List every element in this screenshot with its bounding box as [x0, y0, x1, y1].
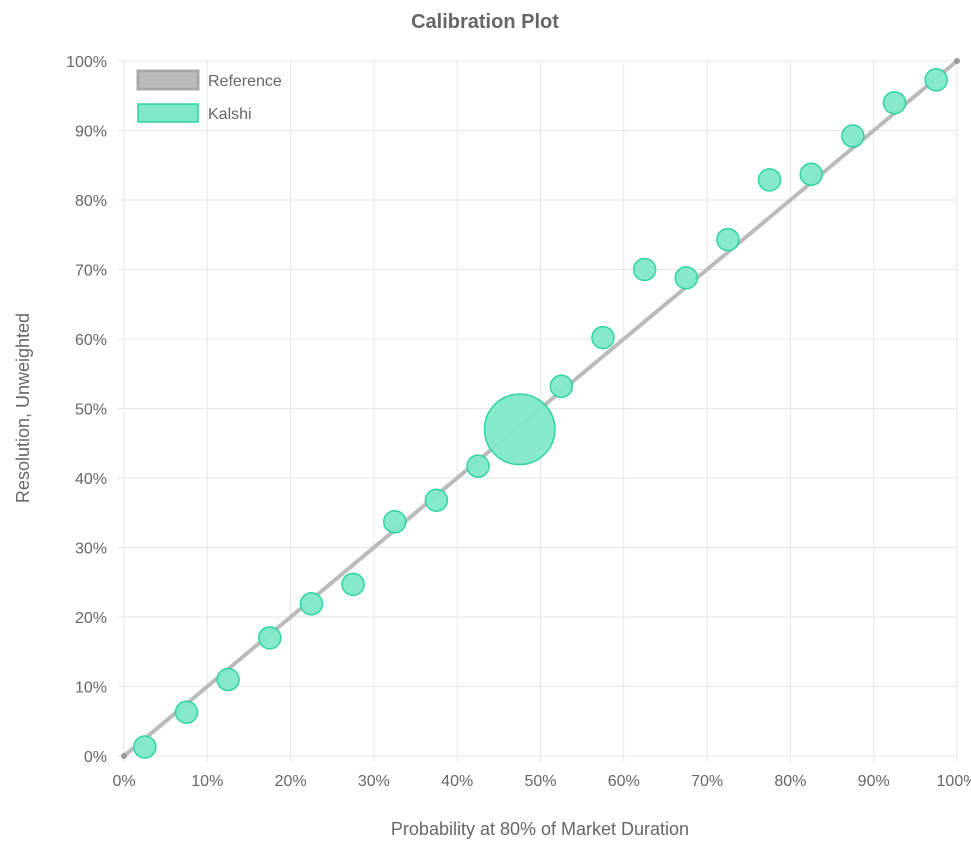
y-tick-label: 20% [75, 610, 107, 627]
kalshi-point[interactable] [924, 68, 948, 92]
x-tick-label: 10% [191, 773, 223, 790]
y-tick-label: 70% [75, 263, 107, 280]
y-tick-label: 50% [75, 402, 107, 419]
kalshi-point[interactable] [466, 454, 490, 478]
kalshi-point[interactable] [299, 592, 324, 616]
legend-swatch-kalshi[interactable] [137, 103, 199, 123]
legend-swatch-reference[interactable] [136, 69, 200, 91]
legend-label-kalshi[interactable]: Kalshi [208, 106, 252, 123]
kalshi-point[interactable] [382, 510, 407, 534]
kalshi-point[interactable] [174, 700, 199, 724]
y-tick-label: 90% [75, 124, 107, 141]
legend-label-reference[interactable]: Reference [208, 73, 282, 90]
y-tick-label: 10% [75, 680, 107, 697]
kalshi-point[interactable] [591, 325, 615, 350]
x-tick-label: 70% [691, 773, 723, 790]
kalshi-point[interactable] [216, 667, 240, 692]
x-tick-label: 80% [774, 773, 806, 790]
kalshi-point[interactable] [882, 90, 907, 115]
y-tick-label: 80% [75, 193, 107, 210]
kalshi-point[interactable] [258, 626, 282, 650]
reference-point [121, 753, 127, 759]
kalshi-series [133, 68, 948, 759]
reference-point [954, 58, 960, 64]
kalshi-point[interactable] [716, 227, 740, 252]
x-axis-title: Probability at 80% of Market Duration [391, 819, 689, 839]
x-tick-label: 60% [608, 773, 640, 790]
kalshi-point[interactable] [632, 257, 657, 282]
y-tick-label: 0% [84, 749, 107, 766]
legend: Reference Kalshi [136, 69, 282, 123]
y-tick-label: 100% [66, 54, 107, 71]
kalshi-point[interactable] [841, 124, 865, 148]
x-tick-label: 30% [358, 773, 390, 790]
x-tick-label: 100% [937, 773, 971, 790]
kalshi-point[interactable] [341, 572, 365, 597]
y-tick-label: 40% [75, 471, 107, 488]
x-tick-label: 50% [524, 773, 556, 790]
kalshi-point[interactable] [674, 266, 699, 290]
x-tick-label: 20% [275, 773, 307, 790]
kalshi-point[interactable] [133, 735, 157, 759]
x-tick-label: 0% [112, 773, 135, 790]
grid [118, 60, 958, 762]
x-axis-ticks: 0% 10% 20% 30% 40% 50% 60% 70% 80% 90% 100% [112, 773, 971, 790]
y-tick-label: 30% [75, 541, 107, 558]
kalshi-point[interactable] [424, 488, 449, 512]
kalshi-point[interactable] [757, 168, 782, 192]
kalshi-point[interactable] [483, 393, 556, 466]
y-axis-ticks: 0% 10% 20% 30% 40% 50% 60% 70% 80% 90% 100% [66, 54, 107, 766]
y-tick-label: 60% [75, 332, 107, 349]
y-axis-title: Resolution, Unweighted [13, 313, 33, 503]
chart-title: Calibration Plot [411, 11, 559, 33]
kalshi-point[interactable] [799, 162, 823, 187]
x-tick-label: 40% [441, 773, 473, 790]
x-tick-label: 90% [858, 773, 890, 790]
kalshi-point[interactable] [549, 374, 574, 399]
